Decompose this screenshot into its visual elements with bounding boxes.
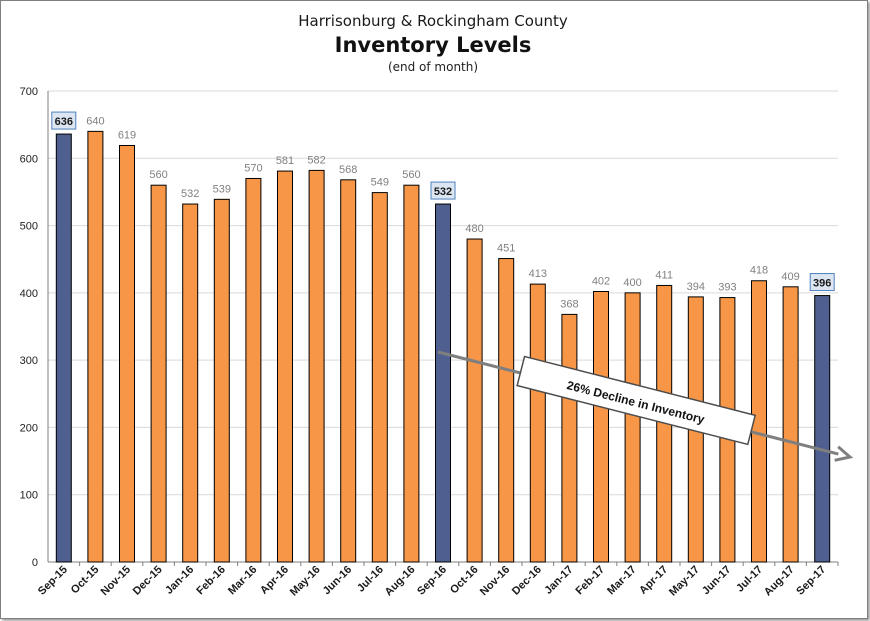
x-tick-label: Jan-17 bbox=[542, 564, 575, 597]
y-tick-label: 500 bbox=[20, 221, 38, 233]
data-label: 411 bbox=[655, 269, 673, 281]
data-label-box bbox=[51, 111, 77, 130]
x-tick-label: Apr-16 bbox=[258, 564, 291, 597]
bar-feb-17 bbox=[593, 291, 609, 563]
bar-oct-16 bbox=[466, 238, 483, 563]
bar-sep-16 bbox=[435, 203, 451, 563]
x-tick-label: Apr-17 bbox=[637, 564, 670, 597]
data-label: 636 bbox=[55, 116, 73, 128]
x-tick-label: Sep-17 bbox=[794, 564, 828, 598]
y-tick-label: 200 bbox=[20, 422, 38, 434]
data-label: 570 bbox=[244, 162, 262, 174]
data-label: 409 bbox=[781, 271, 799, 283]
y-tick-label: 600 bbox=[20, 153, 38, 165]
data-label: 549 bbox=[371, 177, 389, 189]
x-tick-label: Jul-17 bbox=[734, 564, 765, 595]
x-tick-label: Oct-16 bbox=[448, 564, 481, 597]
x-tick-label: Jan-16 bbox=[163, 564, 196, 597]
bar-sep-17 bbox=[814, 295, 831, 563]
bar-aug-17 bbox=[782, 286, 799, 563]
x-tick-label: May-17 bbox=[667, 564, 702, 599]
data-label-box bbox=[430, 181, 456, 200]
x-tick-label: Mar-16 bbox=[226, 564, 260, 598]
x-tick-label: Nov-15 bbox=[99, 564, 133, 598]
x-tick-label: Dec-16 bbox=[510, 564, 544, 598]
bar-apr-16 bbox=[277, 170, 293, 563]
data-label: 560 bbox=[149, 169, 167, 181]
data-label: 413 bbox=[529, 268, 547, 280]
bar-jun-16 bbox=[340, 179, 357, 563]
data-label: 582 bbox=[307, 154, 325, 166]
data-label: 480 bbox=[465, 223, 483, 235]
bar-jan-17 bbox=[561, 313, 578, 563]
bar-aug-16 bbox=[403, 184, 420, 563]
data-label: 619 bbox=[118, 130, 136, 142]
data-label: 532 bbox=[181, 188, 199, 200]
data-label: 532 bbox=[434, 186, 452, 198]
x-tick-label: Sep-16 bbox=[415, 564, 449, 598]
data-label: 393 bbox=[718, 282, 736, 294]
y-tick-label: 300 bbox=[20, 355, 38, 367]
y-tick-label: 100 bbox=[20, 490, 38, 502]
data-label: 451 bbox=[497, 243, 515, 255]
data-label: 402 bbox=[592, 276, 610, 288]
x-tick-label: May-16 bbox=[288, 564, 323, 599]
bar-may-16 bbox=[308, 169, 325, 563]
bar-dec-16 bbox=[529, 283, 546, 563]
decline-arrow-head bbox=[834, 445, 854, 462]
x-tick-label: Jun-16 bbox=[321, 564, 355, 598]
data-label-box bbox=[809, 273, 835, 292]
data-label: 394 bbox=[687, 281, 705, 293]
x-tick-label: Jul-16 bbox=[355, 564, 386, 595]
data-label: 368 bbox=[560, 298, 578, 310]
x-tick-label: Feb-17 bbox=[574, 564, 608, 598]
bar-mar-17 bbox=[624, 292, 641, 563]
bar-feb-16 bbox=[213, 198, 230, 563]
x-tick-label: Sep-15 bbox=[36, 564, 70, 598]
annotation-box bbox=[516, 355, 757, 446]
bar-jul-16 bbox=[371, 192, 388, 563]
data-label: 581 bbox=[276, 155, 294, 167]
bar-oct-15 bbox=[87, 130, 104, 563]
chart-supertitle: Harrisonburg & Rockingham County bbox=[298, 12, 568, 30]
data-label: 400 bbox=[623, 277, 641, 289]
data-label: 568 bbox=[339, 164, 357, 176]
bar-jan-16 bbox=[182, 203, 199, 563]
x-tick-label: Nov-16 bbox=[478, 564, 512, 598]
chart-title: Inventory Levels bbox=[334, 33, 532, 57]
x-tick-label: Mar-17 bbox=[605, 564, 639, 598]
x-tick-label: Dec-15 bbox=[131, 564, 165, 598]
bar-nov-16 bbox=[498, 258, 515, 563]
data-label: 396 bbox=[813, 278, 831, 290]
x-tick-label: Jun-17 bbox=[700, 564, 734, 598]
chart-subtitle: (end of month) bbox=[387, 60, 479, 74]
data-label: 560 bbox=[402, 169, 420, 181]
bar-dec-15 bbox=[150, 184, 167, 563]
x-tick-label: Aug-16 bbox=[383, 564, 418, 599]
x-tick-label: Feb-16 bbox=[194, 564, 228, 598]
bar-sep-15 bbox=[55, 133, 72, 563]
x-tick-label: Aug-17 bbox=[762, 564, 797, 599]
bar-mar-16 bbox=[245, 177, 262, 563]
y-tick-label: 700 bbox=[20, 86, 38, 98]
data-label: 539 bbox=[213, 183, 231, 195]
x-tick-label: Oct-15 bbox=[69, 564, 102, 597]
y-tick-label: 400 bbox=[20, 288, 38, 300]
bar-nov-15 bbox=[119, 145, 135, 563]
y-tick-label: 0 bbox=[32, 557, 38, 569]
data-label: 418 bbox=[750, 265, 768, 277]
data-label: 640 bbox=[86, 115, 104, 127]
